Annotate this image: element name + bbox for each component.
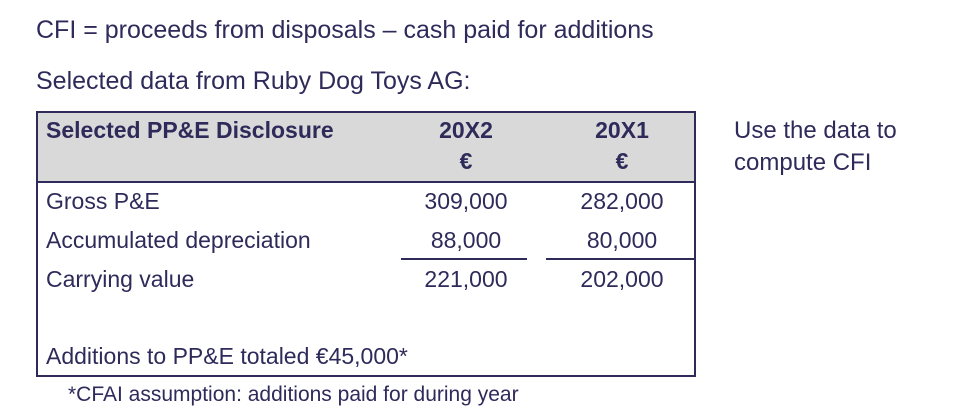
header-20x1: 20X1 €	[552, 115, 692, 177]
row-gross-20x1: 282,000	[580, 188, 664, 214]
footnote: *CFAI assumption: additions paid for dur…	[68, 383, 519, 406]
side-note-line2: compute CFI	[734, 149, 872, 176]
header-20x2: 20X2 €	[396, 115, 536, 177]
formula-text: CFI = proceeds from disposals – cash pai…	[36, 16, 654, 44]
header-currency-20x1: €	[615, 148, 629, 174]
additions-note: Additions to PP&E totaled €45,000*	[46, 343, 408, 369]
header-year-20x2: 20X2	[439, 117, 493, 143]
side-note-line1: Use the data to	[734, 117, 897, 144]
ppe-disclosure-table: Selected PP&E Disclosure 20X2 € 20X1 € G…	[36, 111, 696, 377]
row-accum-20x2: 88,000	[430, 227, 502, 253]
row-accum-label: Accumulated depreciation	[46, 227, 311, 253]
row-carrying-20x1: 202,000	[580, 266, 664, 292]
intro-text: Selected data from Ruby Dog Toys AG:	[36, 67, 471, 95]
header-year-20x1: 20X1	[595, 117, 649, 143]
subtotal-line-20x2	[401, 258, 527, 260]
side-note: Use the data to compute CFI	[734, 115, 897, 179]
row-carrying-label: Carrying value	[46, 266, 195, 292]
header-label: Selected PP&E Disclosure	[46, 117, 334, 143]
row-carrying-20x2: 221,000	[424, 266, 508, 292]
row-accum-20x1: 80,000	[586, 227, 658, 253]
table-header: Selected PP&E Disclosure 20X2 € 20X1 €	[38, 113, 694, 183]
row-gross-20x2: 309,000	[424, 188, 508, 214]
subtotal-line-20x1	[546, 258, 696, 260]
row-gross-label: Gross P&E	[46, 188, 160, 214]
header-currency-20x2: €	[459, 148, 473, 174]
